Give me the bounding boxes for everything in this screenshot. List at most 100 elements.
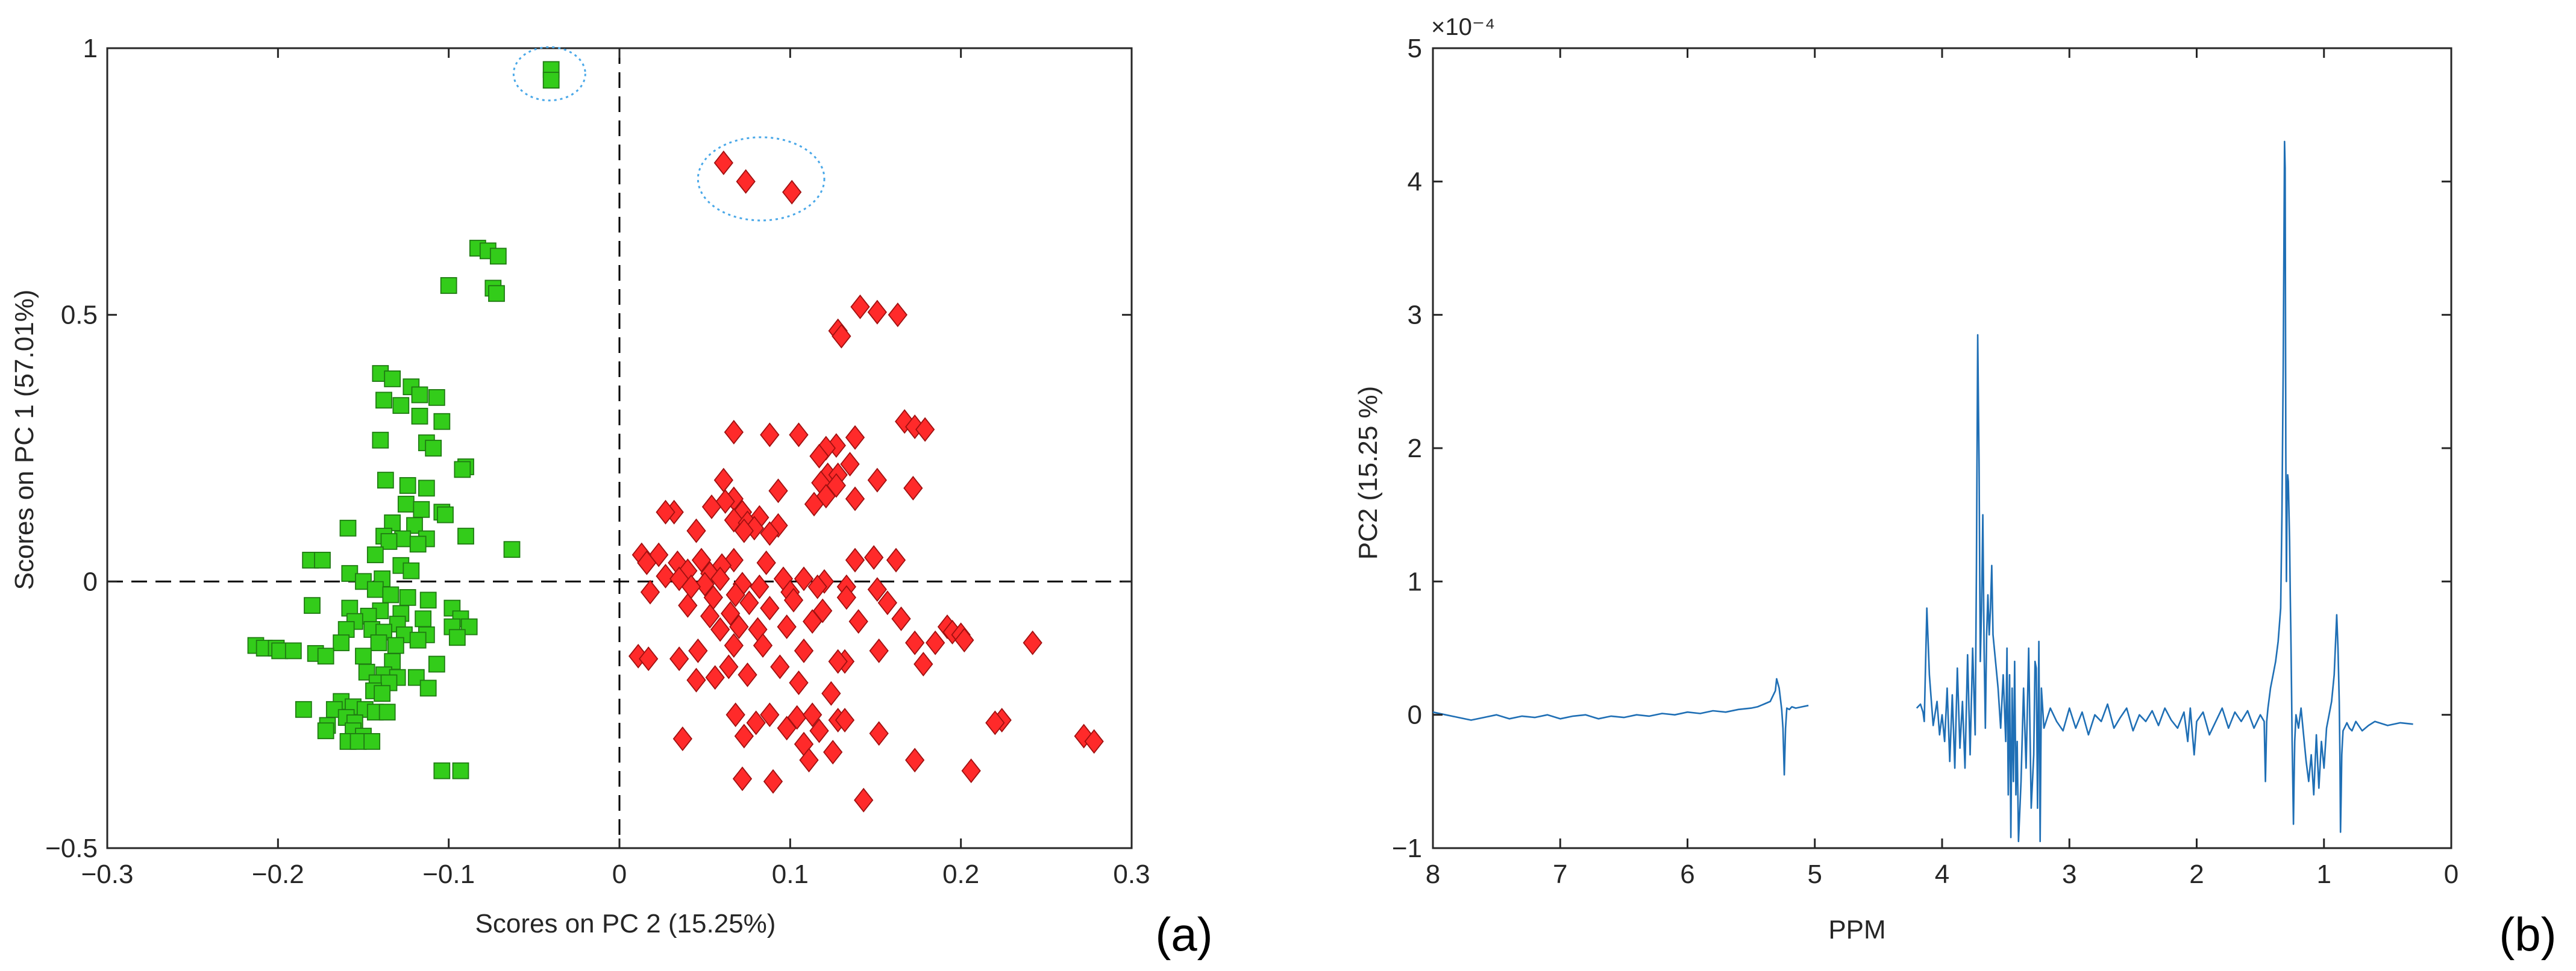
diamond-marker: [688, 638, 708, 663]
diamond-marker: [891, 606, 911, 631]
x-tick-label: 0.1: [772, 860, 809, 889]
diamond-marker: [1084, 729, 1104, 754]
diamond-marker: [869, 721, 889, 746]
diamond-marker: [736, 169, 756, 194]
diamond-marker: [763, 769, 783, 794]
loadings-y-axis-label: PC2 (15.25 %): [1353, 386, 1383, 560]
y-tick-label: 2: [1408, 434, 1422, 463]
diamond-marker: [686, 667, 706, 693]
square-marker: [339, 519, 357, 537]
pc2-loadings-panel: 8 7 6 5 4 3 2 1 0 −1 0 1 2 3 4 5 ×10⁻⁴ PPM PC2 (15.25 …: [1353, 14, 2557, 961]
square-marker: [418, 479, 435, 497]
diamond-marker: [724, 419, 744, 445]
y-tick-label: 1: [1408, 567, 1422, 596]
x-tick-label: 0: [612, 860, 627, 889]
square-marker: [448, 629, 466, 646]
square-marker: [428, 389, 445, 406]
diamond-marker: [850, 294, 870, 319]
diamond-marker: [782, 180, 802, 205]
x-tick-label: −0.3: [81, 860, 134, 889]
square-marker: [295, 701, 312, 718]
square-marker: [425, 440, 442, 457]
square-marker: [375, 392, 392, 409]
y-tick-label: 1: [83, 34, 98, 63]
x-tick-label: 2: [2189, 860, 2204, 889]
diamond-marker: [961, 758, 981, 784]
square-marker: [378, 704, 396, 721]
diamond-marker: [695, 572, 715, 597]
highlight-ellipse-2: [697, 136, 826, 222]
square-marker: [384, 370, 401, 387]
x-tick-label: 0.2: [942, 860, 979, 889]
square-marker: [317, 722, 334, 740]
diamond-marker: [845, 548, 865, 573]
y-tick-label: 4: [1408, 167, 1422, 196]
x-tick-label: 5: [1808, 860, 1822, 889]
x-tick-label: 3: [2062, 860, 2076, 889]
diamond-marker: [768, 478, 788, 504]
diamond-marker: [739, 590, 759, 616]
square-marker: [411, 386, 428, 404]
y-tick-label: 3: [1408, 301, 1422, 330]
negative-group-series: [247, 61, 560, 779]
x-tick-label: 0: [2444, 860, 2458, 889]
diamond-marker: [794, 638, 814, 663]
diamond-marker: [877, 590, 897, 616]
square-marker: [397, 496, 415, 513]
diamond-marker: [867, 299, 887, 325]
diamond-marker: [729, 614, 749, 640]
y-exponent-label: ×10⁻⁴: [1431, 14, 1495, 40]
diamond-marker: [809, 443, 829, 469]
diamond-marker: [760, 521, 780, 546]
diamond-marker: [915, 417, 935, 442]
square-marker: [503, 541, 521, 558]
diamond-marker: [732, 766, 753, 791]
scatter-x-axis-label: Scores on PC 2 (15.25%): [475, 909, 776, 938]
square-marker: [394, 530, 412, 548]
square-marker: [428, 655, 445, 673]
y-tick-label: 0: [1408, 701, 1422, 730]
diamond-marker: [721, 601, 741, 626]
scores-scatter-panel: −0.3 −0.2 −0.1 0 0.1 0.2 0.3 −0.5 0 0.5 1 Scores …: [10, 34, 1213, 961]
diamond-marker: [710, 566, 730, 592]
diamond-marker: [738, 662, 757, 687]
diamond-marker: [710, 617, 730, 642]
diamond-marker: [823, 740, 843, 765]
square-marker: [382, 586, 400, 604]
scatter-zero-lines: [107, 48, 1132, 848]
square-marker: [399, 589, 416, 606]
diamond-marker: [886, 548, 906, 573]
square-marker: [317, 648, 334, 665]
loadings-y-ticks: −1 0 1 2 3 4 5: [1392, 34, 2451, 863]
square-marker: [437, 506, 454, 523]
square-marker: [419, 592, 437, 609]
diamond-marker: [845, 486, 865, 511]
loadings-x-axis-label: PPM: [1828, 915, 1885, 944]
y-tick-label: −1: [1392, 834, 1422, 863]
diamond-marker: [864, 545, 884, 570]
square-marker: [433, 413, 451, 430]
diamond-marker: [803, 609, 823, 634]
diamond-marker: [905, 630, 925, 655]
diamond-marker: [639, 646, 659, 672]
square-marker: [271, 642, 289, 660]
diamond-marker: [914, 652, 933, 677]
diamond-marker: [746, 710, 766, 735]
diamond-marker: [803, 702, 823, 728]
diamond-marker: [867, 467, 887, 493]
diamond-marker: [734, 518, 754, 543]
diamond-marker: [691, 548, 712, 573]
diamond-marker: [828, 649, 848, 674]
diamond-marker: [985, 710, 1005, 735]
square-marker: [314, 552, 331, 569]
square-marker: [370, 634, 387, 652]
diamond-marker: [719, 654, 739, 679]
diamond-marker: [734, 723, 754, 749]
square-marker: [433, 762, 451, 779]
diamond-marker: [656, 564, 675, 589]
y-tick-label: 0: [83, 567, 98, 596]
loading-line-series: [1432, 140, 2413, 843]
diamond-marker: [753, 633, 773, 658]
square-marker: [409, 631, 427, 649]
